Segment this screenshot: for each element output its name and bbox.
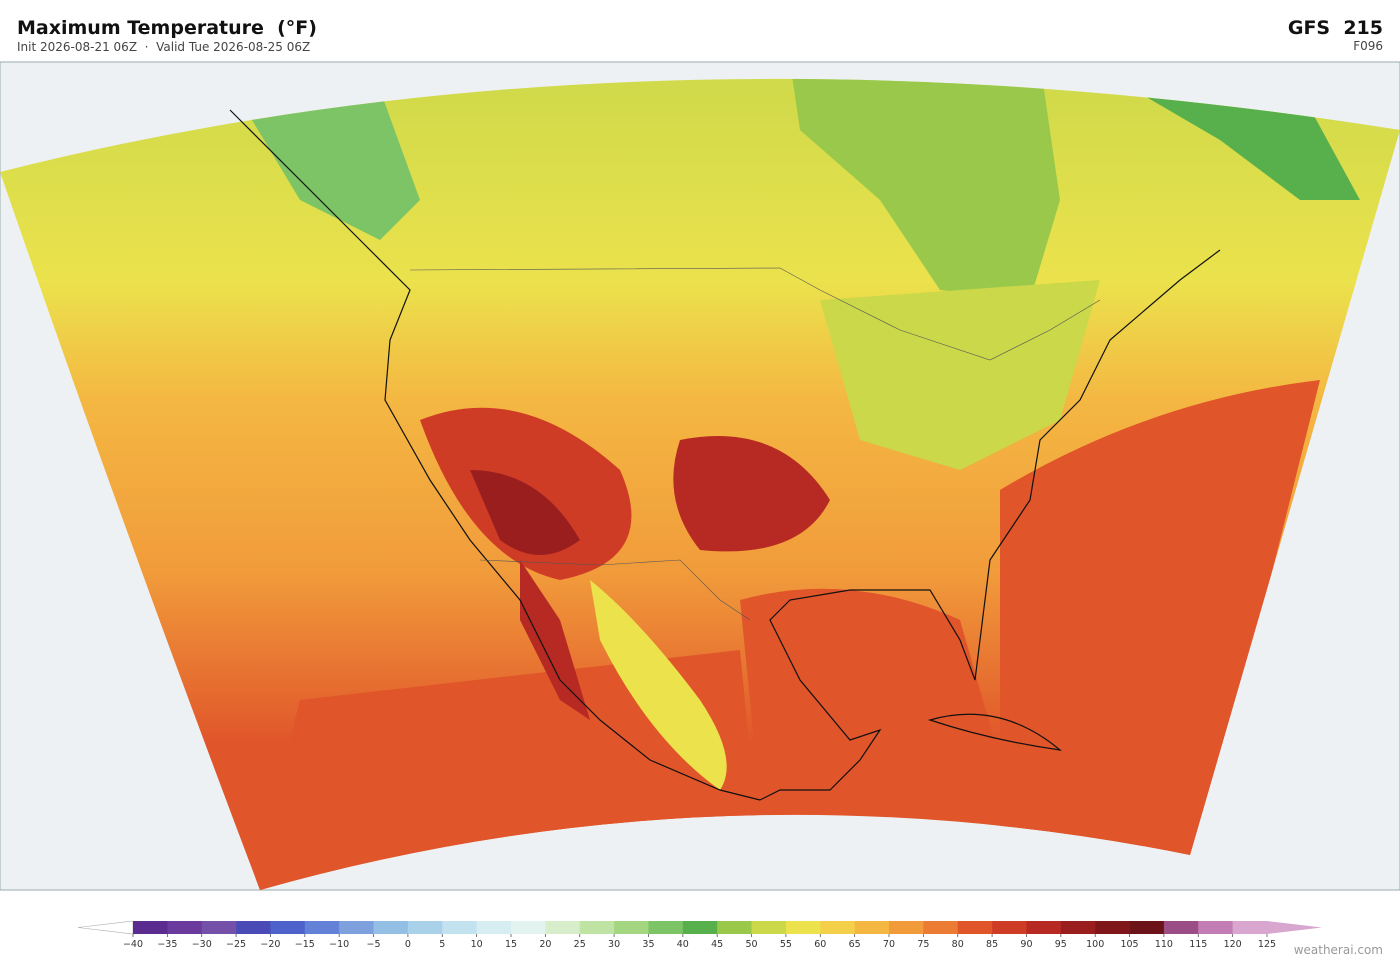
colorbar-tick-label: 15	[505, 939, 517, 950]
field-region	[470, 470, 580, 555]
field-region	[590, 580, 727, 790]
colorbar-tick-label: 50	[745, 939, 757, 950]
field-region	[673, 436, 830, 552]
colorbar-tick-label: 65	[849, 939, 861, 950]
field-region	[790, 78, 1060, 300]
colorbar-tick-label: 95	[1055, 939, 1067, 950]
colorbar-swatch	[1198, 921, 1233, 934]
colorbar-swatch	[682, 921, 718, 934]
colorbar-tick-label: 110	[1155, 939, 1173, 950]
colorbar-swatch	[236, 921, 271, 934]
colorbar-swatch	[579, 921, 615, 934]
colorbar-swatch	[992, 921, 1027, 934]
colorbar-swatch	[373, 921, 409, 934]
colorbar-swatch	[511, 921, 546, 934]
coastline	[229, 109, 761, 801]
colorbar-tick-label: −25	[226, 939, 246, 950]
colorbar-tick-label: −10	[329, 939, 349, 950]
colorbar-swatch	[820, 921, 855, 934]
borders	[409, 267, 1101, 621]
colorbar-tick-label: 0	[405, 939, 411, 950]
field-region	[240, 90, 420, 240]
colorbar-swatch	[923, 921, 959, 934]
colorbar-tick-label: 100	[1086, 939, 1104, 950]
colorbar-tick-label: 45	[711, 939, 723, 950]
colorbar-swatch	[133, 921, 168, 934]
field-region	[740, 588, 1000, 800]
colorbar-tick-label: −35	[157, 939, 177, 950]
colorbar-swatch	[442, 921, 477, 934]
colorbar-swatch	[304, 921, 340, 934]
colorbar-swatch	[614, 921, 649, 934]
colorbar: −40 −35 −30 −25 −20 −15 −10 −5 0 5 10 15 20 25 30 35 40 4…	[77, 920, 1322, 950]
border	[479, 559, 751, 621]
colorbar-tick-label: 115	[1189, 939, 1207, 950]
colorbar-swatch	[854, 921, 890, 934]
colorbar-tick-label: 125	[1258, 939, 1276, 950]
colorbar-swatch	[1232, 921, 1268, 934]
credit: weatherai.com	[1294, 943, 1383, 957]
colorbar-tick-label: 85	[986, 939, 998, 950]
colorbar-tick-label: 80	[952, 939, 964, 950]
field-region	[820, 280, 1100, 470]
colorbar-tick-label: 120	[1224, 939, 1242, 950]
colorbar-tick-label: −20	[260, 939, 280, 950]
forecast-hour: F096	[1353, 39, 1383, 53]
colorbar-tick-label: −40	[123, 939, 143, 950]
colorbar-swatch	[1163, 921, 1199, 934]
island	[927, 713, 1063, 751]
subtitle: Init 2026-08-21 06Z · Valid Tue 2026-08-…	[17, 40, 310, 54]
colorbar-swatch	[167, 921, 203, 934]
colorbar-swatch	[407, 921, 443, 934]
title: Maximum Temperature (°F)	[17, 17, 317, 39]
colorbar-tick-label: −5	[367, 939, 381, 950]
colorbar-swatch	[476, 921, 512, 934]
colorbar-tick-label: 5	[439, 939, 445, 950]
colorbar-under	[77, 920, 134, 935]
colorbar-tick-label: −30	[192, 939, 212, 950]
colorbar-tick-label: 105	[1120, 939, 1138, 950]
colorbar-tick-label: 35	[642, 939, 654, 950]
colorbar-tick-label: 20	[539, 939, 551, 950]
coastline	[759, 249, 1221, 801]
colorbar-swatch	[785, 921, 821, 934]
colorbar-swatch	[545, 921, 581, 934]
colorbar-swatch	[751, 921, 787, 934]
colorbar-swatch	[339, 921, 374, 934]
colorbar-tick-label: 70	[883, 939, 895, 950]
colorbar-tick-label: 25	[574, 939, 586, 950]
field-region	[520, 560, 590, 720]
colorbar-swatch	[957, 921, 993, 934]
colorbar-swatch	[1129, 921, 1165, 934]
colorbar-tick-label: −15	[295, 939, 315, 950]
colorbar-swatch	[648, 921, 684, 934]
colorbar-tick-label: 60	[814, 939, 826, 950]
colorbar-swatch	[270, 921, 306, 934]
colorbar-tick-label: 90	[1020, 939, 1032, 950]
model-run: GFS 215	[1288, 17, 1383, 39]
colorbar-tick-label: 55	[780, 939, 792, 950]
colorbar-swatch	[1095, 921, 1130, 934]
colorbar-tick-label: 10	[471, 939, 483, 950]
colorbar-swatch	[1060, 921, 1096, 934]
field-region	[1000, 380, 1320, 860]
border	[409, 267, 1101, 361]
colorbar-swatch	[1026, 921, 1062, 934]
colorbar-over	[1267, 921, 1322, 934]
colorbar-swatch	[201, 921, 237, 934]
coastlines	[229, 109, 1221, 801]
colorbar-swatch	[889, 921, 924, 934]
colorbar-tick-label: 30	[608, 939, 620, 950]
colorbar-swatch	[717, 921, 752, 934]
colorbar-tick-label: 40	[677, 939, 689, 950]
temperature-field	[0, 78, 1400, 891]
colorbar-tick-label: 75	[917, 939, 929, 950]
